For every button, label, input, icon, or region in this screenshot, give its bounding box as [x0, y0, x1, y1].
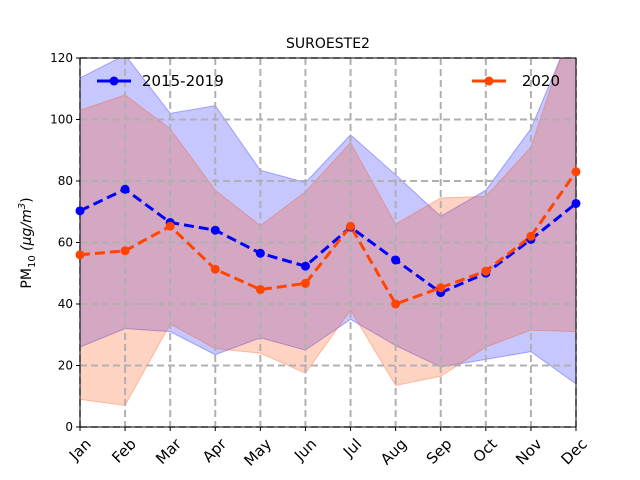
- series-line-1: [80, 187, 576, 295]
- y-tick-label: 0: [65, 420, 73, 434]
- y-axis-label: PM10 (µg/m3): [17, 197, 38, 288]
- y-tick-label: 20: [58, 359, 73, 373]
- legend-label: 2015-2019: [142, 72, 224, 90]
- data-point: [210, 264, 220, 274]
- data-point: [120, 246, 130, 256]
- legend-marker: [484, 76, 494, 86]
- data-point: [255, 285, 265, 295]
- data-point: [436, 283, 446, 293]
- y-axis-label-close: ): [19, 197, 35, 202]
- data-point: [571, 167, 581, 177]
- legend: 2015-2019 2020: [97, 72, 560, 90]
- data-point: [300, 278, 310, 288]
- y-tick-label: 60: [58, 236, 73, 250]
- y-axis-label-sub: 10: [27, 255, 38, 268]
- data-point: [481, 266, 491, 276]
- legend-label: 2020: [522, 72, 560, 90]
- y-tick-label: 40: [58, 297, 73, 311]
- y-axis-label-sup: 3: [17, 203, 28, 209]
- data-point: [75, 250, 85, 260]
- data-point: [391, 299, 401, 309]
- legend-marker: [109, 76, 119, 86]
- data-point: [75, 206, 85, 216]
- data-point: [346, 221, 356, 231]
- data-point: [165, 221, 175, 231]
- data-point: [120, 184, 130, 194]
- data-point: [526, 231, 536, 241]
- data-point: [210, 225, 220, 235]
- data-point: [571, 198, 581, 208]
- y-tick-label: 100: [50, 113, 73, 127]
- y-axis-label-main: PM: [19, 268, 35, 289]
- data-point: [300, 261, 310, 271]
- y-axis-label-unit: (µg/m: [19, 209, 35, 255]
- y-tick-label: 80: [58, 174, 73, 188]
- series-lines: [80, 170, 576, 306]
- data-point: [255, 248, 265, 258]
- data-point: [391, 255, 401, 265]
- y-axis: 0 20 40 60 80 100 120: [50, 51, 80, 434]
- y-tick-label: 120: [50, 51, 73, 65]
- series-line-2: [80, 170, 576, 306]
- chart-title: SUROESTE2: [286, 36, 370, 52]
